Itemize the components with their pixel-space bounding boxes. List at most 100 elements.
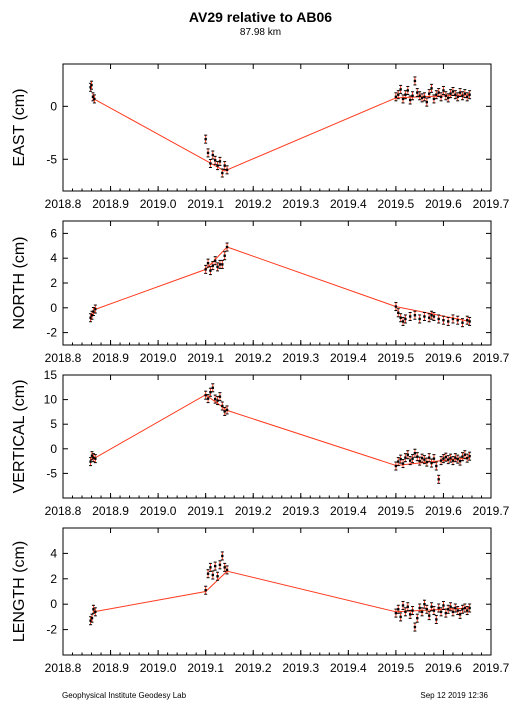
panel-2-data-point: [423, 315, 426, 318]
panel-1-data-point: [401, 97, 405, 101]
panel-4-data-point: [416, 616, 419, 620]
panel-2-data-point: [213, 259, 217, 262]
panel-1-data-point: [466, 95, 469, 99]
panel-1-data-point: [432, 97, 436, 101]
panel-2-xtick-label: 2018.9: [92, 351, 129, 365]
panel-4-data-point: [451, 610, 455, 614]
panel-1-data-point: [218, 160, 222, 163]
panel-3-data-point: [90, 454, 94, 457]
panel-1-data-point: [418, 94, 421, 97]
panel-3-data-point: [444, 455, 448, 459]
panel-4-data-point: [442, 604, 445, 607]
panel-2-data-point: [211, 264, 214, 267]
panel-3-data-point: [397, 460, 400, 463]
panel-1-data-point: [206, 151, 210, 155]
panel-1-frame: [62, 63, 492, 192]
panel-4-data-point: [420, 610, 424, 614]
panel-4-data-point: [408, 613, 412, 616]
panel-4-xtick-label: 2019.0: [140, 661, 177, 675]
panel-4-data-point: [439, 610, 443, 614]
panel-1-data-point: [394, 95, 398, 99]
panel-2-data-point: [466, 319, 469, 322]
panel-3-data-point: [399, 457, 402, 461]
panel-3-data-point: [468, 454, 471, 458]
panel-1-data-point: [444, 94, 448, 97]
panel-3-data-point: [209, 391, 212, 394]
panel-1-data-point: [420, 96, 424, 100]
panel-3-data-point: [437, 478, 440, 481]
panel-4-data-point: [458, 613, 462, 616]
panel-1-data-point: [216, 164, 219, 167]
panel-4-data-point: [423, 603, 426, 606]
panel-3-xtick-label: 2018.9: [92, 504, 129, 518]
panel-4-data-point: [401, 604, 405, 607]
panel-2-data-point: [94, 307, 97, 311]
panel-1-xtick-label: 2019.6: [425, 197, 462, 211]
panel-3-xtick-label: 2019.7: [473, 504, 510, 518]
panel-3-data-point: [401, 462, 405, 465]
panel-1-data-point: [447, 96, 450, 100]
panel-3-xtick-label: 2019.0: [140, 504, 177, 518]
panel-1-data-point: [221, 171, 224, 175]
panel-1-xtick-label: 2018.8: [45, 197, 82, 211]
panel-1-data-point: [89, 86, 92, 89]
panel-3-data-point: [430, 461, 433, 465]
panel-4-xtick-label: 2019.6: [425, 661, 462, 675]
panel-2-data-point: [397, 311, 400, 314]
panel-4-data-point: [466, 609, 469, 612]
panel-1-data-point: [458, 91, 462, 94]
panel-1-data-point: [404, 93, 407, 96]
panel-2-xtick-label: 2019.4: [330, 351, 367, 365]
panel-1-data-point: [93, 97, 96, 101]
panel-4-data-point: [411, 609, 414, 612]
panel-2-data-point: [225, 245, 229, 249]
panel-4-data-point: [218, 563, 222, 567]
panel-3-data-point: [221, 404, 224, 408]
panel-3-data-point: [94, 457, 97, 460]
panel-4-data-point: [413, 625, 417, 629]
panel-3-data-point: [466, 456, 469, 460]
panel-1-data-point: [416, 91, 419, 94]
panel-1-xtick-label: 2019.3: [282, 197, 319, 211]
panel-3-data-point: [418, 459, 421, 463]
panel-1-data-point: [439, 95, 443, 99]
panel-4-data-point: [206, 572, 210, 575]
panel-2-data-point: [408, 315, 412, 318]
panel-4-ytick-label: -2: [46, 623, 57, 637]
panel-4-data-point: [454, 606, 457, 610]
panel-2-trend-line: [96, 246, 470, 322]
panel-4-data-point: [437, 606, 440, 610]
panel-4-data-point: [406, 605, 409, 608]
panel-3-ytick-label: -5: [46, 466, 57, 480]
panel-1-data-point: [411, 94, 414, 97]
panel-1-ylabel: EAST (cm): [11, 89, 28, 167]
panel-3-data-point: [432, 457, 436, 460]
panel-3-data-point: [439, 459, 443, 462]
panel-3-data-point: [458, 459, 462, 463]
panel-2-data-point: [404, 317, 407, 321]
panel-4-xtick-label: 2019.7: [473, 661, 510, 675]
panel-3-data-point: [408, 459, 412, 462]
panel-2-ytick-label: 0: [50, 301, 57, 315]
panel-4-data-point: [425, 608, 428, 611]
panel-4-xtick-label: 2018.8: [45, 661, 82, 675]
panel-1-data-point: [451, 90, 455, 93]
panel-2-data-point: [89, 316, 92, 319]
panel-1-data-point: [225, 168, 229, 172]
panel-3-data-point: [423, 458, 426, 461]
panel-3-data-point: [218, 395, 222, 398]
panel-2-data-point: [451, 317, 455, 321]
panel-1-xtick-label: 2019.7: [473, 197, 510, 211]
panel-1-ytick-label: -5: [46, 152, 57, 166]
panel-1-data-point: [461, 94, 464, 97]
panel-4-data-point: [418, 606, 421, 610]
panel-2-data-point: [92, 310, 95, 313]
panel-4-data-point: [89, 619, 92, 622]
panel-3-data-point: [92, 456, 95, 459]
panel-4-data-point: [444, 611, 448, 615]
panel-2-data-point: [427, 316, 431, 319]
panel-4-trend-line: [93, 570, 470, 613]
panel-1-data-point: [399, 88, 402, 91]
panel-4-data-point: [221, 554, 224, 558]
